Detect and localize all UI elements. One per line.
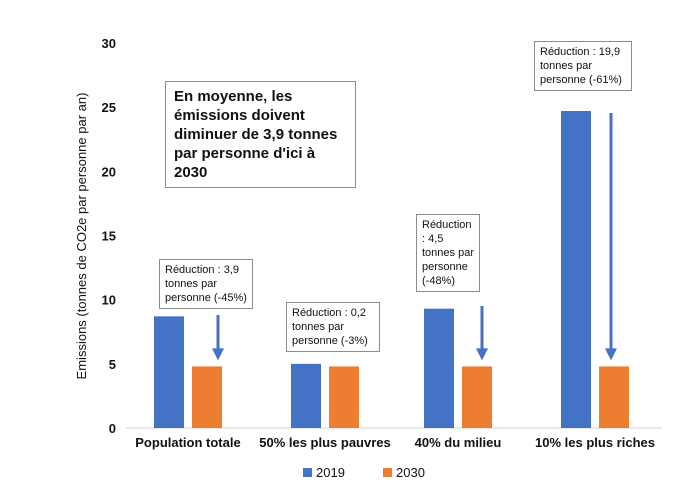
y-tick-label: 25 (102, 100, 116, 115)
callout-line: personne (-3%) (292, 335, 368, 347)
y-tick-label: 30 (102, 36, 116, 51)
callout-line: tonnes par (540, 60, 592, 72)
legend-label: 2019 (316, 465, 345, 480)
callout-line: Réduction : 0,2 (292, 307, 366, 319)
bar-2030-2 (462, 366, 492, 428)
bar-2019-3 (561, 111, 591, 429)
x-category-label: 10% les plus riches (535, 435, 655, 450)
legend-swatch (383, 468, 392, 477)
callout-line: personne (422, 261, 468, 273)
bars (154, 111, 629, 429)
callout-40-milieu: Réduction : 4,5 tonnes par personne (-48… (416, 214, 480, 292)
average-callout-line: émissions doivent (174, 107, 305, 124)
x-axis-categories: Population totale 50% les plus pauvres 40%… (135, 435, 655, 450)
average-callout-line: par personne d'ici à 2030 (174, 145, 316, 181)
bar-2019-1 (291, 363, 321, 428)
callout-line: tonnes par (422, 247, 474, 259)
reduction-arrows (212, 113, 617, 361)
reduction-arrow-0 (212, 315, 224, 361)
callout-50-pauvres: Réduction : 0,2 tonnes par personne (-3%… (286, 302, 380, 352)
bar-2030-0 (192, 366, 222, 428)
legend-swatch (303, 468, 312, 477)
bar-2030-1 (329, 366, 359, 428)
y-tick-label: 0 (109, 421, 116, 436)
callout-line: (-48%) (422, 275, 456, 287)
callout-line: personne (-61%) (540, 74, 622, 86)
legend-label: 2030 (396, 465, 425, 480)
average-callout-line: diminuer de 3,9 tonnes (174, 126, 338, 143)
arrow-head (605, 348, 617, 361)
arrow-head (476, 348, 488, 361)
callout-line: personne (-45%) (165, 292, 247, 304)
reduction-arrow-3 (605, 113, 617, 361)
x-category-label: 40% du milieu (415, 435, 502, 450)
callout-line: Réduction : 19,9 (540, 46, 621, 58)
average-callout-line: En moyenne, les (174, 88, 293, 105)
callout-population-totale: Réduction : 3,9 tonnes par personne (-45… (159, 259, 253, 309)
callout-10-riches: Réduction : 19,9 tonnes par personne (-6… (534, 41, 632, 91)
callout-line: : 4,5 (422, 233, 444, 245)
reduction-arrow-2 (476, 306, 488, 361)
y-tick-label: 10 (102, 293, 116, 308)
average-reduction-callout: En moyenne, les émissions doivent diminu… (165, 81, 356, 188)
bar-2019-2 (424, 308, 454, 428)
y-axis-ticks: 0 5 10 15 20 25 30 (102, 36, 116, 436)
callout-line: Réduction : 3,9 (165, 264, 239, 276)
y-axis-label: Emissions (tonnes de CO2e par personne p… (74, 93, 89, 380)
callout-line: Réduction (422, 219, 472, 231)
y-tick-label: 20 (102, 164, 116, 179)
bar-2019-0 (154, 316, 184, 428)
legend: 2019 2030 (303, 465, 425, 480)
x-category-label: 50% les plus pauvres (259, 435, 391, 450)
y-tick-label: 5 (109, 357, 116, 372)
y-tick-label: 15 (102, 229, 116, 244)
legend-item-2019: 2019 (303, 465, 345, 480)
bar-2030-3 (599, 366, 629, 428)
legend-item-2030: 2030 (383, 465, 425, 480)
callout-line: tonnes par (292, 321, 344, 333)
arrow-head (212, 348, 224, 361)
callout-line: tonnes par (165, 278, 217, 290)
x-category-label: Population totale (135, 435, 240, 450)
